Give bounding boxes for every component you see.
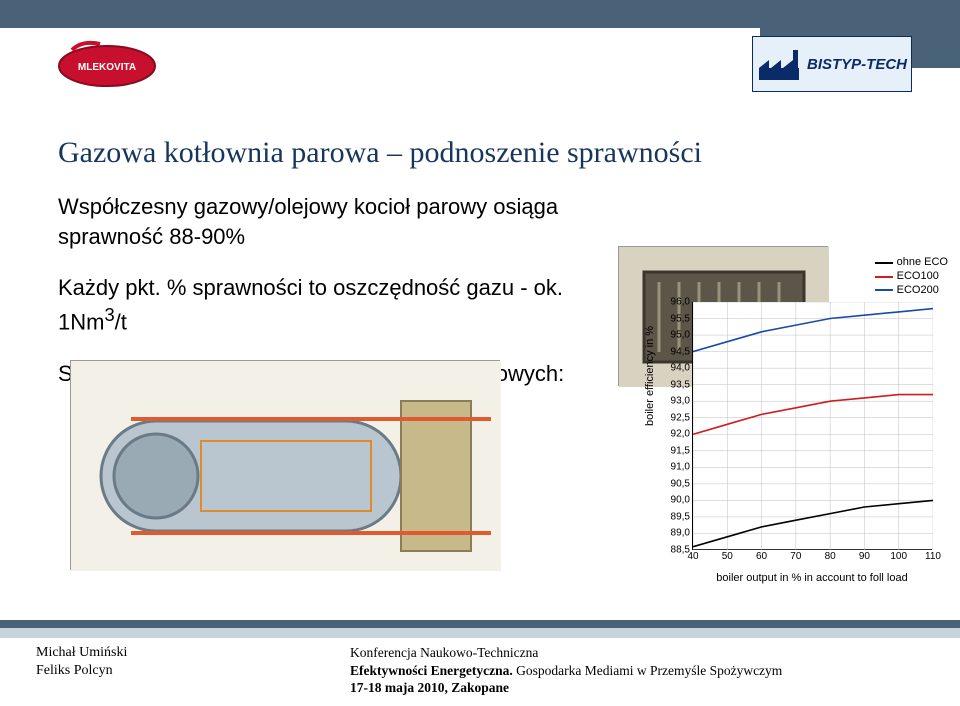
chart-legend: ohne ECO ECO100 ECO200 [875,256,948,297]
xtick-label: 90 [859,549,870,562]
author-2: Feliks Polcyn [36,662,127,680]
xtick-label: 110 [925,549,941,562]
svg-text:MLEKOVITA: MLEKOVITA [78,62,136,73]
logo-right: BISTYP-TECH [752,36,912,92]
legend-label: ECO200 [897,284,939,298]
series-eco100 [693,395,933,435]
slide-title: Gazowa kotłownia parowa – podnoszenie sp… [58,136,702,170]
footer-conference: Konferencja Naukowo-Techniczna Efektywno… [350,644,782,697]
ytick-label: 89,0 [671,528,693,539]
ytick-label: 96,0 [671,297,693,308]
xtick-label: 60 [756,549,767,562]
p2-post: /t [115,309,127,334]
legend-label: ohne ECO [897,256,948,270]
paragraph-2: Każdy pkt. % sprawności to oszczędność g… [58,273,618,337]
p2-pre: Każdy pkt. % sprawności to oszczędność g… [58,275,563,334]
author-1: Michał Umiński [36,644,127,662]
conf-line-3: 17-18 maja 2010, Zakopane [350,679,782,697]
conf-line-2: Efektywności Energetyczna. Gospodarka Me… [350,662,782,680]
footer-bar-light [0,628,960,638]
ytick-label: 92,5 [671,412,693,423]
xtick-label: 40 [687,549,698,562]
boiler-illustration [70,360,500,570]
ytick-label: 93,5 [671,379,693,390]
paragraph-1: Współczesny gazowy/olejowy kocioł parowy… [58,192,618,251]
chart-svg [693,302,933,550]
ytick-label: 94,5 [671,346,693,357]
xtick-label: 80 [825,549,836,562]
legend-item-eco200: ECO200 [875,284,948,298]
logo-left: MLEKOVITA [52,36,162,92]
footer-authors: Michał Umiński Feliks Polcyn [36,644,127,680]
efficiency-chart: ohne ECO ECO100 ECO200 boiler efficiency… [648,256,948,584]
legend-swatch [875,276,893,278]
p2-sup: 3 [104,304,114,325]
mlekovita-logo-icon: MLEKOVITA [52,36,162,92]
xtick-label: 100 [890,549,907,562]
ytick-label: 93,0 [671,396,693,407]
header-bar [0,0,960,28]
series-ohne-eco [693,500,933,546]
series-eco200 [693,309,933,352]
ytick-label: 90,0 [671,495,693,506]
ytick-label: 91,5 [671,445,693,456]
ytick-label: 95,5 [671,313,693,324]
ytick-label: 90,5 [671,478,693,489]
xtick-label: 70 [790,549,801,562]
factory-icon [757,46,801,82]
legend-swatch [875,262,893,264]
chart-plot-area: 88,589,089,590,090,591,091,592,092,593,0… [692,302,932,550]
footer: Michał Umiński Feliks Polcyn Konferencja… [0,620,960,706]
conf-line-1: Konferencja Naukowo-Techniczna [350,644,782,662]
footer-bar-dark [0,620,960,628]
conf-line-3-text: 17-18 maja 2010, Zakopane [350,680,509,695]
ytick-label: 91,0 [671,462,693,473]
conf-line-2b: Gospodarka Mediami w Przemyśle Spożywczy… [513,663,783,678]
ytick-label: 92,0 [671,429,693,440]
xtick-label: 50 [722,549,733,562]
legend-item-ohne-eco: ohne ECO [875,256,948,270]
ytick-label: 94,0 [671,363,693,374]
boiler-icon [71,361,501,571]
logo-right-text: BISTYP-TECH [807,56,907,73]
legend-item-eco100: ECO100 [875,270,948,284]
ytick-label: 89,5 [671,511,693,522]
chart-xlabel: boiler output in % in account to foll lo… [692,572,932,584]
legend-label: ECO100 [897,270,939,284]
chart-ylabel: boiler efficiency in % [644,326,656,426]
slide: MLEKOVITA BISTYP-TECH Gazowa kotłownia p… [0,0,960,706]
conf-line-2a: Efektywności Energetyczna. [350,663,513,678]
ytick-label: 95,0 [671,330,693,341]
legend-swatch [875,289,893,291]
